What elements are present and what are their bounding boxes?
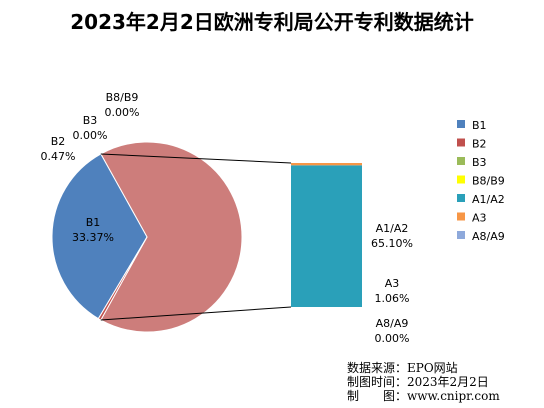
data-label-name-a3: A3 — [385, 277, 400, 290]
source-note: 数据来源：EPO网站 制图时间：2023年2月2日 制 图：www.cnipr.… — [347, 360, 500, 403]
data-label-value-b3: 0.00% — [73, 129, 108, 142]
legend-swatch-b8-b9 — [457, 175, 465, 184]
legend-swatch-b2 — [457, 138, 465, 147]
legend-label-b3: B3 — [472, 156, 487, 169]
connector-lines — [100, 153, 292, 321]
data-label-value-b1: 33.37% — [72, 231, 114, 244]
pie-slice-other — [100, 141, 243, 333]
legend-swatch-a3 — [457, 212, 465, 221]
data-label-name-a8-a9: A8/A9 — [376, 317, 409, 330]
data-label-value-a1-a2: 65.10% — [371, 237, 413, 250]
legend-label-a1-a2: A1/A2 — [472, 193, 505, 206]
data-label-value-b2: 0.47% — [41, 150, 76, 163]
legend-label-b8-b9: B8/B9 — [472, 175, 505, 188]
pie-slice-b1 — [51, 153, 148, 320]
bar-segment-a1-a2 — [291, 165, 362, 307]
data-label-name-b1: B1 — [86, 216, 101, 229]
data-label-name-a1-a2: A1/A2 — [376, 222, 409, 235]
data-labels: B1 33.37% B2 0.47% B3 0.00% B8/B9 0.00% A1/A2 65.… — [41, 91, 413, 345]
stacked-bar-group — [291, 163, 362, 307]
data-label-value-a3: 1.06% — [375, 292, 410, 305]
legend-label-b1: B1 — [472, 119, 487, 132]
legend-swatch-a1-a2 — [457, 194, 465, 202]
data-label-value-b8-b9: 0.00% — [105, 106, 140, 119]
connector-line-bottom — [100, 306, 292, 321]
legend-label-a8-a9: A8/A9 — [472, 230, 505, 243]
source-note-line2: 制图时间：2023年2月2日 — [347, 375, 489, 389]
legend: B1 B2 B3 B8/B9 A1/A2 A3 A8/A9 — [457, 119, 505, 243]
pie-group — [51, 141, 243, 333]
legend-swatch-a8-a9 — [457, 231, 465, 239]
legend-label-b2: B2 — [472, 138, 487, 151]
data-label-value-a8-a9: 0.00% — [375, 332, 410, 345]
bar-segment-a3 — [291, 163, 362, 166]
data-label-name-b3: B3 — [83, 114, 98, 127]
legend-label-a3: A3 — [472, 212, 487, 225]
source-note-line1: 数据来源：EPO网站 — [347, 360, 458, 375]
legend-swatch-b1 — [457, 120, 465, 128]
data-label-name-b8-b9: B8/B9 — [106, 91, 139, 104]
data-label-name-b2: B2 — [51, 135, 66, 148]
chart-title: 2023年2月2日欧洲专利局公开专利数据统计 — [70, 10, 474, 34]
connector-line-top — [100, 153, 292, 164]
legend-swatch-b3 — [457, 157, 465, 165]
source-note-line3: 制 图：www.cnipr.com — [347, 389, 500, 403]
